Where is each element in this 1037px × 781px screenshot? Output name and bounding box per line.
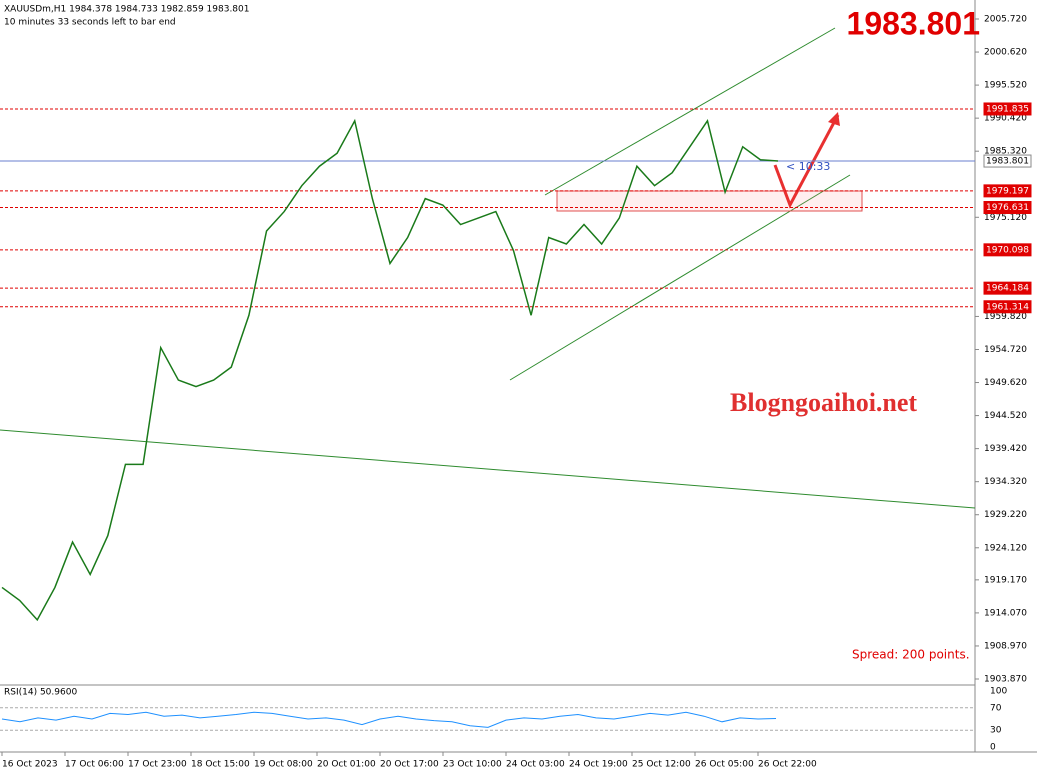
price-tick-label: 2000.620 <box>984 48 1027 58</box>
level-label: 1970.098 <box>986 245 1029 255</box>
price-tick-label: 1919.170 <box>984 575 1027 585</box>
price-tick-label: 1975.120 <box>984 213 1027 223</box>
price-tick-label: 1990.420 <box>984 114 1027 124</box>
level-label-bg <box>983 201 1032 215</box>
price-tick-label: 1944.520 <box>984 411 1027 421</box>
rsi-title: RSI(14) 50.9600 <box>4 688 77 698</box>
rsi-tick-label: 0 <box>990 743 996 753</box>
price-tick-label: 1929.220 <box>984 510 1027 520</box>
time-label: 26 Oct 05:00 <box>695 760 754 770</box>
time-label: 24 Oct 03:00 <box>506 760 565 770</box>
watermark: Blogngoaihoi.net <box>730 388 917 417</box>
price-tick-label: 1924.120 <box>984 543 1027 553</box>
time-label: 17 Oct 06:00 <box>65 760 124 770</box>
rsi-tick-label: 100 <box>990 687 1007 697</box>
rsi-line <box>1 711 777 728</box>
time-label: 19 Oct 08:00 <box>254 760 313 770</box>
price-tick-label: 1908.970 <box>984 641 1027 651</box>
countdown: < 10:33 <box>786 160 830 173</box>
arrow-head <box>828 112 840 126</box>
price-tick-label: 1934.320 <box>984 477 1027 487</box>
price-tick-label: 2005.720 <box>984 15 1027 25</box>
level-label: 1964.184 <box>986 284 1029 294</box>
level-label-bg <box>983 184 1032 198</box>
timer: 10 minutes 33 seconds left to bar end <box>4 18 176 28</box>
price-tick-label: 1995.520 <box>984 81 1027 91</box>
channel-lower <box>509 174 851 381</box>
price-line <box>1 118 779 622</box>
level-label: 1976.631 <box>986 203 1029 213</box>
time-label: 23 Oct 10:00 <box>443 760 502 770</box>
price-tick-label: 1903.870 <box>984 675 1027 685</box>
time-label: 16 Oct 2023 <box>2 760 58 770</box>
level-label-bg <box>983 102 1032 116</box>
rsi-tick-label: 30 <box>990 726 1002 736</box>
rsi-tick-label: 70 <box>990 703 1002 713</box>
level-label-bg <box>983 300 1032 314</box>
time-label: 26 Oct 22:00 <box>758 760 817 770</box>
symbol-line: XAUUSDm,H1 1984.378 1984.733 1982.859 19… <box>4 5 249 15</box>
time-label: 17 Oct 23:00 <box>128 760 187 770</box>
price-tick-label: 1914.070 <box>984 608 1027 618</box>
forecast-arrow <box>773 114 840 209</box>
price-tick-label: 1939.420 <box>984 444 1027 454</box>
time-label: 20 Oct 17:00 <box>380 760 439 770</box>
level-label: 1983.801 <box>986 157 1029 167</box>
time-label: 20 Oct 01:00 <box>317 760 376 770</box>
price-tick-label: 1985.320 <box>984 147 1027 157</box>
level-label-bg <box>983 281 1032 295</box>
time-label: 18 Oct 15:00 <box>191 760 250 770</box>
time-label: 25 Oct 12:00 <box>632 760 691 770</box>
price-tick-label: 1949.620 <box>984 378 1027 388</box>
channel-upper <box>544 27 836 196</box>
level-label-bg <box>983 154 1032 168</box>
level-label: 1979.197 <box>986 186 1029 196</box>
trendline <box>0 429 976 509</box>
level-label: 1991.835 <box>986 104 1029 114</box>
price-tick-label: 1959.820 <box>984 312 1027 322</box>
big-price: 1983.801 <box>847 5 980 41</box>
level-label-bg <box>983 243 1032 257</box>
time-label: 24 Oct 19:00 <box>569 760 628 770</box>
level-label: 1961.314 <box>986 302 1029 312</box>
price-tick-label: 1954.720 <box>984 345 1027 355</box>
spread: Spread: 200 points. <box>852 648 970 662</box>
